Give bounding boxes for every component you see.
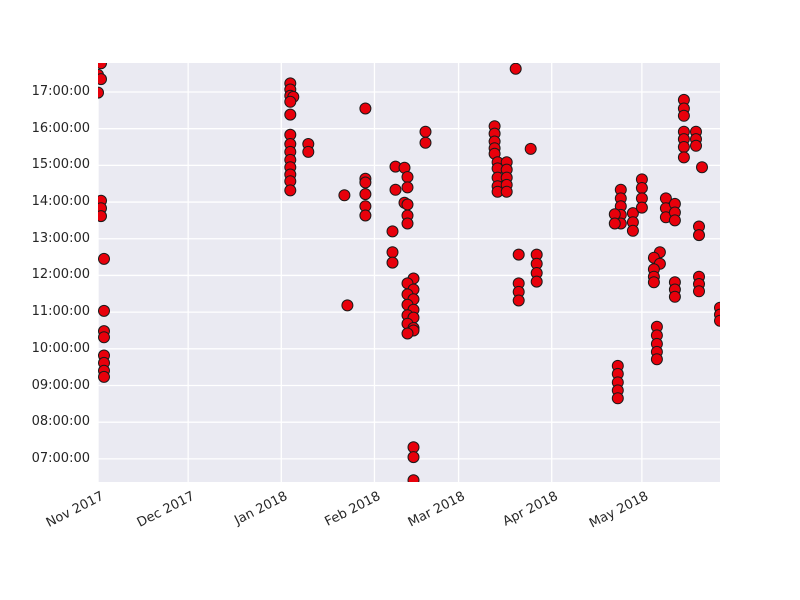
x-tick-label: Feb 2018 xyxy=(322,489,384,530)
data-point xyxy=(693,229,705,242)
data-point xyxy=(98,63,107,70)
y-tick-label: 14:00:00 xyxy=(31,194,90,210)
data-point xyxy=(401,198,414,211)
data-point xyxy=(98,210,107,223)
data-point xyxy=(419,136,432,149)
data-point xyxy=(524,142,537,155)
data-point xyxy=(668,214,681,227)
data-point xyxy=(389,183,402,196)
data-point xyxy=(98,331,110,344)
x-tick-label: May 2018 xyxy=(586,489,651,532)
data-point xyxy=(647,276,660,289)
y-tick-label: 12:00:00 xyxy=(31,267,90,283)
data-point xyxy=(341,299,354,312)
y-tick-label: 08:00:00 xyxy=(31,414,90,430)
data-point xyxy=(98,252,110,265)
x-tick-label: Nov 2017 xyxy=(44,489,107,531)
data-point xyxy=(714,314,720,327)
data-point xyxy=(407,474,420,482)
data-point xyxy=(284,108,297,121)
y-tick-label: 17:00:00 xyxy=(31,83,90,99)
data-point xyxy=(98,370,110,383)
data-point xyxy=(359,209,372,222)
data-point xyxy=(401,217,414,230)
data-point xyxy=(611,392,624,405)
data-point xyxy=(401,181,414,194)
data-point xyxy=(626,224,639,237)
scatter-plot xyxy=(98,63,720,482)
data-point xyxy=(668,290,681,303)
y-tick-label: 13:00:00 xyxy=(31,230,90,246)
data-point xyxy=(635,201,648,214)
data-point xyxy=(359,188,372,201)
data-point xyxy=(512,294,525,307)
data-point xyxy=(608,217,621,230)
data-point xyxy=(401,171,414,183)
data-point xyxy=(98,73,107,86)
y-tick-label: 10:00:00 xyxy=(31,340,90,356)
data-point xyxy=(693,285,705,298)
data-point xyxy=(419,125,432,138)
data-point xyxy=(359,176,372,189)
y-tick-label: 16:00:00 xyxy=(31,120,90,136)
x-tick-label: Dec 2017 xyxy=(134,489,197,531)
y-tick-label: 15:00:00 xyxy=(31,157,90,173)
data-point xyxy=(98,304,110,317)
data-point xyxy=(284,184,297,197)
data-point xyxy=(386,225,399,238)
data-point xyxy=(338,189,351,202)
data-point xyxy=(690,139,702,152)
data-point xyxy=(359,102,372,115)
data-point xyxy=(696,161,708,174)
data-point xyxy=(386,256,399,269)
data-point xyxy=(677,141,690,153)
data-point xyxy=(677,109,690,122)
data-point xyxy=(407,451,420,464)
data-point xyxy=(677,151,690,164)
x-tick-label: Apr 2018 xyxy=(500,489,561,530)
data-point xyxy=(98,86,104,99)
data-point xyxy=(302,145,315,158)
data-point xyxy=(512,248,525,261)
data-point xyxy=(650,353,663,366)
plot-background xyxy=(98,63,720,482)
y-tick-label: 11:00:00 xyxy=(31,304,90,320)
data-point xyxy=(401,327,414,340)
x-tick-label: Jan 2018 xyxy=(232,489,291,529)
data-point xyxy=(509,63,522,75)
x-tick-label: Mar 2018 xyxy=(405,489,468,531)
data-point xyxy=(635,182,648,194)
data-point xyxy=(284,95,297,108)
data-point xyxy=(386,246,399,259)
y-tick-label: 07:00:00 xyxy=(31,450,90,466)
y-tick-label: 09:00:00 xyxy=(31,377,90,393)
data-point xyxy=(530,275,543,288)
data-point xyxy=(500,185,513,198)
